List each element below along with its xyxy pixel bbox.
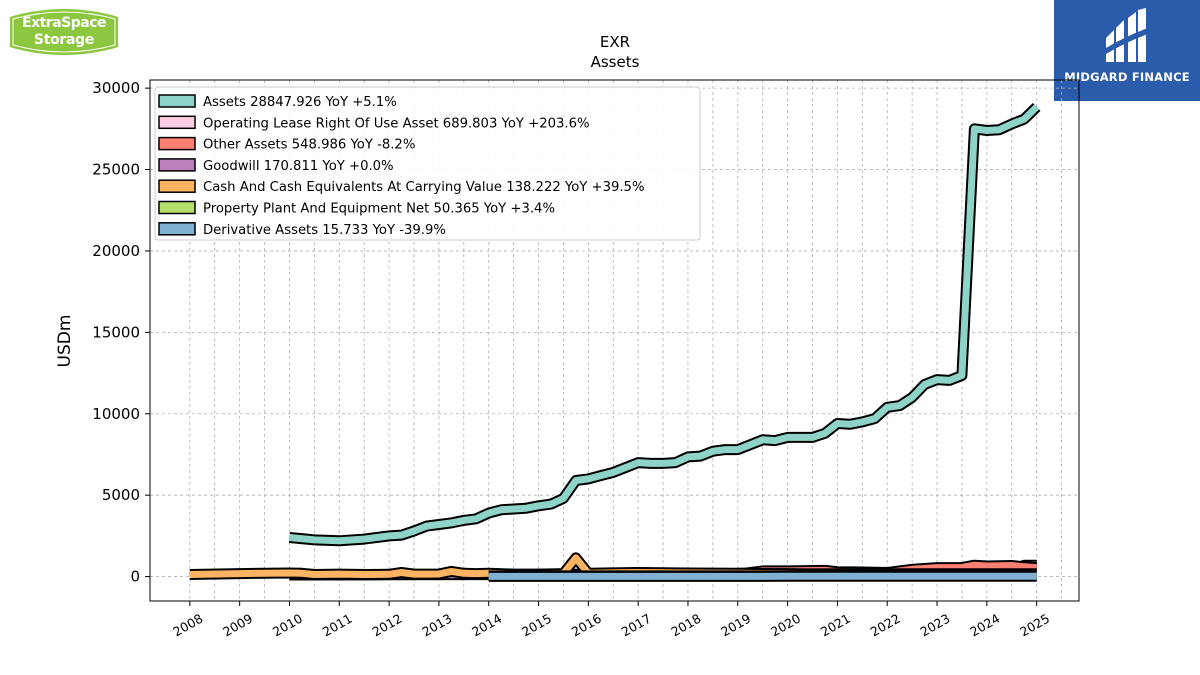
legend-entry: Assets 28847.926 YoY +5.1% <box>203 95 397 110</box>
legend-entry: Cash And Cash Equivalents At Carrying Va… <box>203 180 644 195</box>
legend-entry: Property Plant And Equipment Net 50.365 … <box>203 202 555 217</box>
x-tick-label: 2012 <box>370 611 405 640</box>
extra-space-storage-logo: ExtraSpace Storage <box>5 6 123 58</box>
legend-box <box>154 86 701 241</box>
midgard-emblem-icon <box>1106 8 1148 62</box>
y-tick-label: 30000 <box>92 79 140 97</box>
plot-frame <box>149 79 1080 602</box>
x-tick-label: 2018 <box>668 611 703 640</box>
x-tick-label: 2023 <box>917 611 952 640</box>
legend-entry: Operating Lease Right Of Use Asset 689.8… <box>203 116 590 131</box>
legend-entry: Other Assets 548.986 YoY -8.2% <box>203 138 415 153</box>
x-tick-label: 2020 <box>768 611 803 640</box>
x-tick-label: 2025 <box>1017 611 1052 640</box>
midgard-finance-logo: MIDGARD FINANCE <box>1054 0 1200 101</box>
x-tick-label: 2009 <box>220 611 255 640</box>
chart-subtitle: Assets <box>591 53 640 71</box>
legend-swatch <box>158 94 196 108</box>
x-tick-label: 2011 <box>320 611 355 640</box>
x-tick-label: 2013 <box>419 611 454 640</box>
legend-swatch <box>158 179 196 193</box>
x-tick-label: 2019 <box>718 611 753 640</box>
legend-swatch <box>158 200 196 215</box>
legend-swatch <box>158 136 196 151</box>
legend-swatch <box>158 222 196 236</box>
y-tick-label: 0 <box>130 568 140 586</box>
y-tick-label: 15000 <box>92 323 140 341</box>
x-tick-label: 2015 <box>519 611 554 640</box>
x-tick-label: 2024 <box>967 611 1002 640</box>
logo-line-1: ExtraSpace <box>22 15 106 31</box>
y-tick-label: 10000 <box>92 405 140 423</box>
y-axis-label: USDm <box>55 315 75 368</box>
chart-title: EXR <box>600 33 630 51</box>
legend-swatch <box>158 158 196 172</box>
x-tick-label: 2008 <box>170 611 205 640</box>
legend: Assets 28847.926 YoY +5.1% Operating Leas… <box>154 86 701 241</box>
x-tick-label: 2021 <box>818 611 853 640</box>
midgard-brand-name: MIDGARD FINANCE <box>1064 70 1190 84</box>
series-areas <box>189 102 1041 582</box>
legend-entry: Derivative Assets 15.733 YoY -39.9% <box>203 223 446 238</box>
legend-swatch <box>158 115 196 130</box>
x-tick-label: 2017 <box>619 611 654 640</box>
y-tick-label: 5000 <box>102 486 140 504</box>
legend-entry: Goodwill 170.811 YoY +0.0% <box>203 159 394 174</box>
logo-badge-shape <box>8 7 120 57</box>
series-line <box>289 104 1040 545</box>
x-tick-label: 2014 <box>469 611 504 640</box>
logo-line-2: Storage <box>33 32 95 48</box>
x-tick-label: 2022 <box>868 611 903 640</box>
x-tick-label: 2010 <box>270 611 305 640</box>
y-tick-label: 25000 <box>92 161 140 179</box>
y-tick-label: 20000 <box>92 242 140 260</box>
x-tick-label: 2016 <box>569 611 604 640</box>
